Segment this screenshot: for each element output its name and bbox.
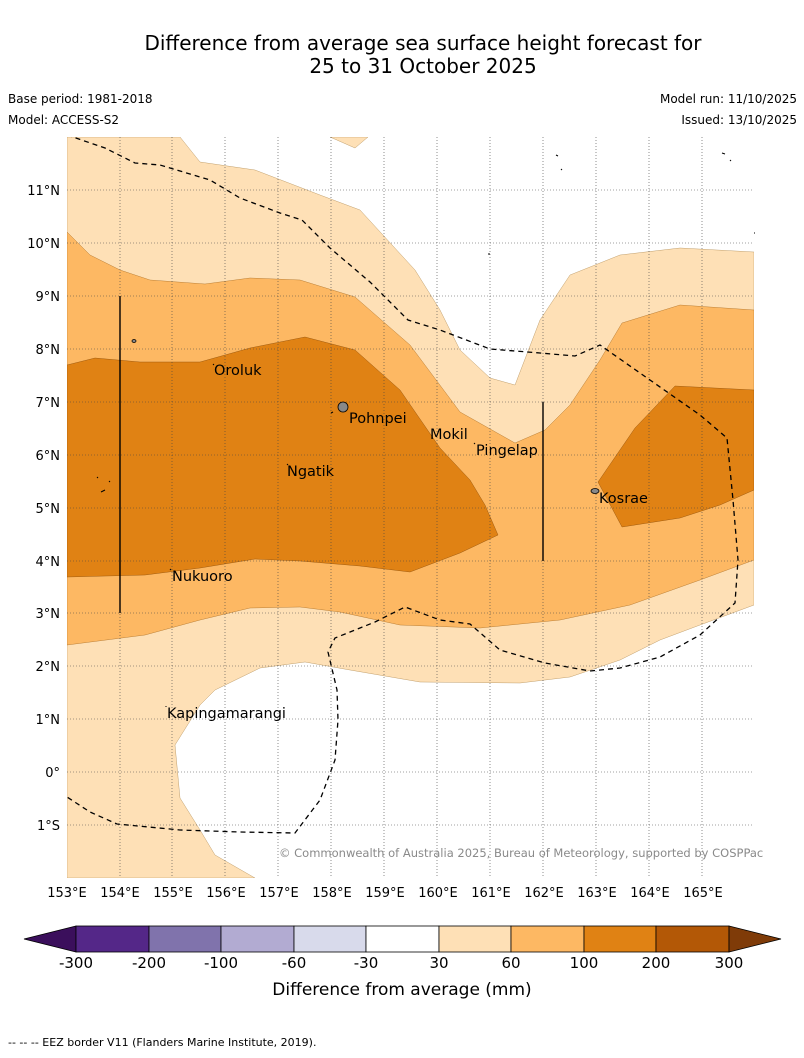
longitude-labels: 153°E 154°E 155°E 156°E 157°E 158°E 159°… xyxy=(47,886,723,901)
place-labels: Oroluk Pohnpei Mokil Pingelap Ngatik Kos… xyxy=(167,363,648,722)
model-name: Model: ACCESS-S2 xyxy=(8,113,120,127)
map-title: Difference from average sea surface heig… xyxy=(0,32,804,78)
lat-label: 3°N xyxy=(36,607,61,622)
lon-label: 160°E xyxy=(418,886,458,901)
colorbar-segment xyxy=(148,925,222,953)
lon-label: 153°E xyxy=(47,886,87,901)
anomaly-band-30-60-north xyxy=(329,137,369,149)
colorbar-tick: 300 xyxy=(715,954,744,972)
copyright-notice: © Commonwealth of Australia 2025, Bureau… xyxy=(279,846,763,860)
anomaly-band-100-200-west xyxy=(67,336,499,578)
model-run: Model run: 11/10/2025 xyxy=(659,92,797,106)
place-nukuoro: Nukuoro xyxy=(172,569,233,585)
lon-label: 162°E xyxy=(524,886,564,901)
colorbar-tick: -300 xyxy=(59,954,93,972)
issued-date: Issued: 13/10/2025 xyxy=(681,113,797,127)
title-line-2: 25 to 31 October 2025 xyxy=(309,54,537,78)
lon-label: 156°E xyxy=(206,886,246,901)
lon-label: 159°E xyxy=(365,886,405,901)
place-pingelap: Pingelap xyxy=(476,443,538,459)
kosrae-island xyxy=(590,488,600,494)
lat-label: 2°N xyxy=(36,660,61,675)
colorbar-tick: 200 xyxy=(642,954,671,972)
lat-label: 8°N xyxy=(36,343,61,358)
colorbar-tick: 100 xyxy=(570,954,599,972)
lat-label: 6°N xyxy=(36,449,61,464)
eez-border xyxy=(67,137,739,834)
lat-label: 10°N xyxy=(27,237,60,252)
islands xyxy=(96,152,755,707)
lat-label: 5°N xyxy=(36,502,61,517)
small-island xyxy=(131,339,137,343)
colorbar-tick: -100 xyxy=(204,954,238,972)
lon-label: 154°E xyxy=(100,886,140,901)
place-kapingamarangi: Kapingamarangi xyxy=(167,706,286,722)
place-ngatik: Ngatik xyxy=(287,464,335,480)
colorbar-tick: 30 xyxy=(429,954,448,972)
lat-label: 11°N xyxy=(27,184,60,199)
lon-label: 155°E xyxy=(153,886,193,901)
place-pohnpei: Pohnpei xyxy=(349,411,407,427)
place-mokil: Mokil xyxy=(430,427,468,443)
lon-label: 161°E xyxy=(471,886,511,901)
map-gridlines xyxy=(67,137,754,878)
eez-legend-note: -- -- -- EEZ border V11 (Flanders Marine… xyxy=(8,1036,317,1049)
lon-label: 163°E xyxy=(577,886,617,901)
lon-label: 164°E xyxy=(630,886,670,901)
colorbar-tick: -60 xyxy=(282,954,307,972)
anomaly-band-100-200-east xyxy=(597,385,754,528)
place-kosrae: Kosrae xyxy=(599,491,648,507)
latitude-labels: 11°N 10°N 9°N 8°N 7°N 6°N 5°N 4°N 3°N 2°… xyxy=(27,184,60,834)
colorbar-segment xyxy=(438,925,512,953)
colorbar-segment xyxy=(220,925,295,953)
lon-label: 157°E xyxy=(259,886,299,901)
colorbar-segment xyxy=(583,925,657,953)
lon-label: 158°E xyxy=(312,886,352,901)
colorbar-tick: -30 xyxy=(354,954,379,972)
colorbar-segment xyxy=(75,925,150,953)
colorbar-tick: 60 xyxy=(501,954,520,972)
title-line-1: Difference from average sea surface heig… xyxy=(144,31,702,55)
lat-label: 4°N xyxy=(36,555,61,570)
lat-label: 9°N xyxy=(36,290,61,305)
base-period: Base period: 1981-2018 xyxy=(8,92,153,106)
lon-label: 165°E xyxy=(683,886,723,901)
colorbar xyxy=(23,925,782,953)
colorbar-ticks: -300 -200 -100 -60 -30 30 60 100 200 300 xyxy=(59,954,743,972)
colorbar-segment xyxy=(655,925,730,953)
pohnpei-island xyxy=(337,401,349,413)
colorbar-tick: -200 xyxy=(132,954,166,972)
colorbar-segment xyxy=(510,925,585,953)
lat-label: 1°S xyxy=(37,819,60,834)
colorbar-segment xyxy=(365,925,440,953)
colorbar-extend-low xyxy=(23,925,77,953)
lat-label: 0° xyxy=(45,766,60,781)
colorbar-label: Difference from average (mm) xyxy=(272,980,531,1000)
colorbar-segment xyxy=(293,925,367,953)
place-oroluk: Oroluk xyxy=(214,363,262,379)
colorbar-extend-high xyxy=(728,925,782,953)
lat-label: 1°N xyxy=(36,713,61,728)
lat-label: 7°N xyxy=(36,396,61,411)
map-area xyxy=(67,137,754,878)
